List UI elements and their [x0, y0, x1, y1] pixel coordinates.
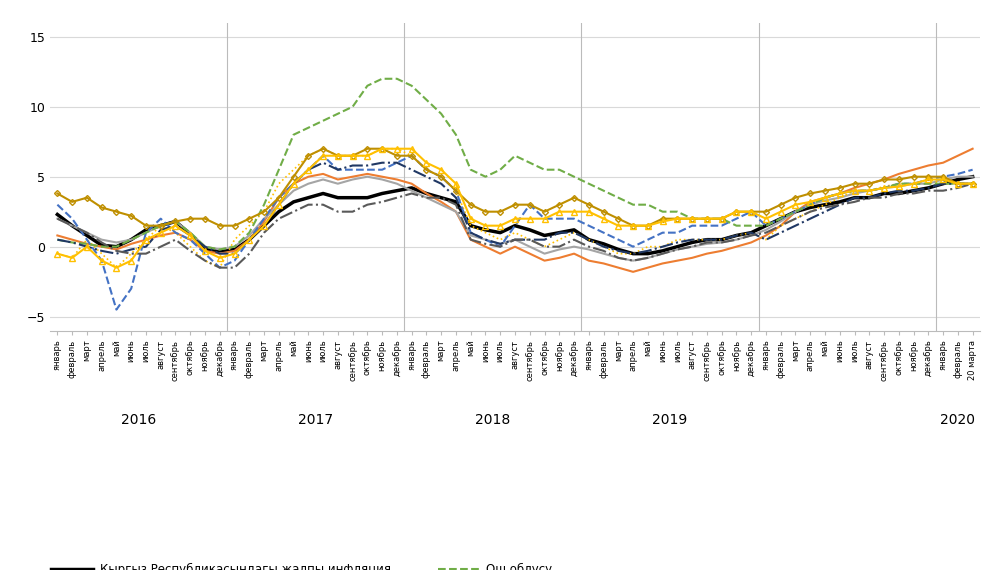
Text: 2020: 2020 — [940, 413, 975, 428]
Text: 2016: 2016 — [121, 413, 156, 428]
Text: 2018: 2018 — [475, 413, 510, 428]
Text: 2017: 2017 — [298, 413, 333, 428]
Text: 2019: 2019 — [652, 413, 688, 428]
Legend: Кыргыз Республикасындагы жалпы инфляция, Баткен облусу, Жалал-Абад облусу, Ысык-: Кыргыз Республикасындагы жалпы инфляция,… — [47, 558, 585, 570]
